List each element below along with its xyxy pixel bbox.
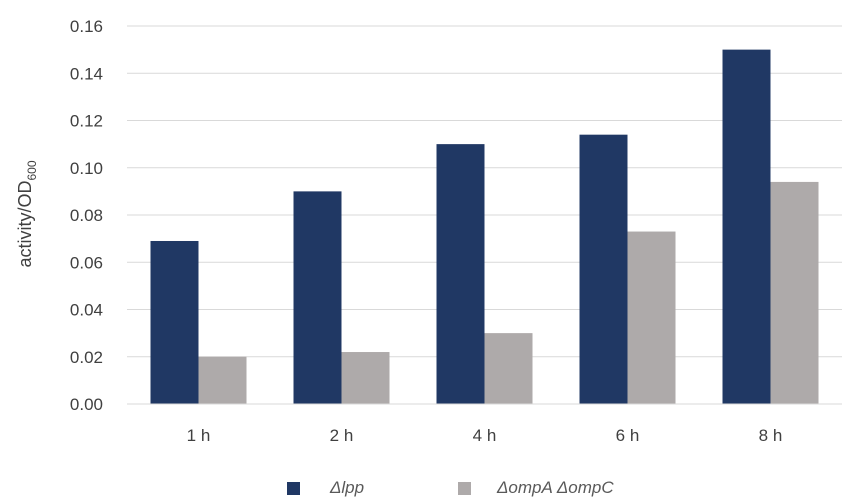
bar-series2-6h [627, 231, 676, 404]
x-tick-label: 4 h [473, 426, 497, 445]
y-tick-label: 0.02 [70, 348, 103, 367]
bar-series1-4h [436, 144, 485, 404]
y-axis-title-main: activity/OD [15, 181, 35, 268]
y-axis-title: activity/OD600 [15, 160, 39, 267]
y-axis-ticks: 0.00 0.02 0.04 0.06 0.08 0.10 0.12 0.14 0.16 [70, 17, 103, 414]
y-tick-label: 0.08 [70, 206, 103, 225]
y-tick-label: 0.16 [70, 17, 103, 36]
x-tick-label: 1 h [187, 426, 211, 445]
y-axis-title-subscript: 600 [25, 160, 39, 180]
bar-series2-8h [770, 181, 819, 404]
y-tick-label: 0.00 [70, 395, 103, 414]
y-tick-label: 0.06 [70, 253, 103, 272]
bar-series2-2h [341, 352, 390, 404]
x-tick-label: 6 h [616, 426, 640, 445]
bars [150, 49, 819, 405]
y-tick-label: 0.04 [70, 301, 103, 320]
bar-series2-1h [198, 356, 247, 404]
bar-series1-8h [722, 49, 771, 404]
legend-swatch [287, 482, 300, 495]
y-tick-label: 0.12 [70, 112, 103, 131]
bar-series1-1h [150, 240, 199, 404]
x-tick-label: 2 h [330, 426, 354, 445]
x-axis-ticks: 1 h 2 h 4 h 6 h 8 h [187, 426, 783, 445]
x-tick-label: 8 h [759, 426, 783, 445]
y-tick-label: 0.14 [70, 64, 103, 83]
legend-swatch [458, 482, 471, 495]
legend: Δlpp ΔompA ΔompC [287, 478, 614, 497]
bar-series2-4h [484, 333, 533, 404]
y-tick-label: 0.10 [70, 159, 103, 178]
bar-series1-6h [579, 134, 628, 405]
bar-series1-2h [293, 191, 342, 404]
legend-label: ΔompA ΔompC [496, 478, 614, 497]
legend-label: Δlpp [329, 478, 364, 497]
